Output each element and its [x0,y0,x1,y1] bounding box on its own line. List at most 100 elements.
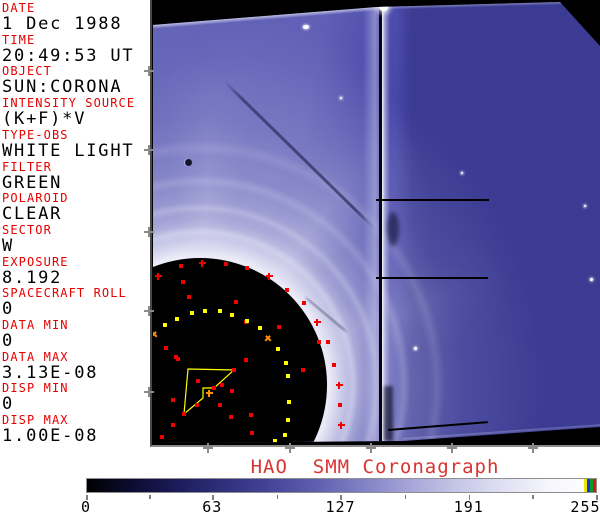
instrument-title: HAO SMM Coronagraph [250,456,500,478]
calibration-dot [218,309,222,313]
calibration-polygon-svg [183,368,236,416]
calibration-dot [229,415,233,419]
vertical-streak-hotspot [379,4,388,11]
calibration-dot [212,386,216,390]
star-point [414,347,417,350]
metadata-field: POLAROID CLEAR [2,191,150,225]
streak-lower-dark-column [384,386,393,441]
metadata-field: FILTER GREEN [2,159,150,193]
calibration-dot [287,400,291,404]
star-point [340,97,342,99]
calibration-dot [224,262,228,266]
star-point [303,25,309,29]
calibration-dot [164,346,168,350]
field-label: EXPOSURE [2,254,69,269]
calibration-dot [332,363,336,367]
metadata-field: DISP MAX 1.00E-08 [2,413,150,446]
metadata-field: DATA MIN 0 [2,319,150,351]
vertical-streak-dark-line [379,4,382,441]
coronagraph-frame [153,2,600,443]
field-value: 1 Dec 1988 [2,14,123,34]
star-point [590,278,593,281]
metadata-field: DATE 1 Dec 1988 [2,2,150,34]
field-value: W [2,235,15,256]
calibration-dot [245,266,249,270]
colorbar-tick-label: 255 [570,498,600,516]
field-label: INTENSITY SOURCE [2,96,136,111]
calibration-dot [245,319,249,323]
calibration-dot [249,413,253,417]
field-label: DATA MAX [2,349,69,364]
calibration-dot [171,398,175,402]
calibration-dot [220,383,224,387]
metadata-field: DATA MAX 3.13E-08 [2,349,150,383]
metadata-field: SPACECRAFT ROLL 0 [2,287,150,319]
colorbar-end-stripe [584,479,587,492]
calibration-dot [190,311,194,315]
field-label: POLAROID [2,191,69,206]
star-point [461,172,463,174]
calibration-dot [234,300,238,304]
calibration-dot [163,323,167,327]
colorbar-tick-label: 0 [80,498,92,516]
image-marks-layer [153,2,600,443]
colorbar-minor-tick [404,495,407,499]
field-value: 0 [2,394,15,415]
field-label: TYPE-OBS [2,127,69,142]
calibration-dot [273,439,277,443]
field-label: DISP MAX [2,413,69,428]
calibration-dot [195,403,199,407]
calibration-dot [286,418,290,422]
calibration-dot [338,403,342,407]
star-point [584,205,586,207]
colorbar-minor-tick [532,495,534,499]
calibration-dot [276,347,280,351]
field-value: WHITE LIGHT [2,140,135,161]
calibration-dot [230,313,234,317]
calibration-dot [326,340,330,344]
metadata-field: DISP MIN 0 [2,381,150,415]
coronagraph-image-panel [150,0,600,447]
field-value: 0 [2,331,15,351]
colorbar-major-tick [340,495,342,500]
colorbar-minor-tick [149,495,151,499]
calibration-dot [232,368,236,372]
calibration-dot [250,431,254,435]
field-value: SUN:CORONA [2,77,123,98]
field-label: SECTOR [2,222,52,237]
calibration-dot [301,368,305,372]
colorbar-tick-label: 127 [325,498,356,516]
field-value: GREEN [2,172,63,193]
metadata-field: INTENSITY SOURCE (K+F)*V [2,96,150,129]
field-value: 3.13E-08 [2,362,99,383]
field-label: DISP MIN [2,381,69,396]
calibration-dot [317,340,321,344]
field-label: FILTER [2,159,52,174]
calibration-dot [258,326,262,330]
vertical-streak-halo [363,7,381,441]
field-value: 8.192 [2,267,63,288]
data-dropout-line [376,277,488,279]
colorbar-end-stripe [587,479,590,492]
colorbar-major-tick [86,495,88,500]
calibration-dot [286,374,290,378]
calibration-dot [160,435,164,439]
colorbar-end-stripe [590,479,593,492]
field-label: TIME [2,32,36,47]
colorbar-area: 0 63 127 191 255 [81,478,600,516]
colorbar-tick-label: 63 [202,498,223,516]
vertical-streak-bright-column [382,5,390,441]
calibration-dot [182,412,186,416]
calibration-dot [179,264,183,268]
calibration-dot [218,403,222,407]
metadata-field: EXPOSURE 8.192 [2,254,150,288]
field-value: CLEAR [2,204,63,225]
colorbar-end-stripe [593,479,596,492]
calibration-dot [175,317,179,321]
colorbar-major-tick [212,495,214,500]
calibration-dot [284,361,288,365]
calibration-dot [230,389,234,393]
calibration-dot [196,379,200,383]
calibration-dot [302,301,306,305]
